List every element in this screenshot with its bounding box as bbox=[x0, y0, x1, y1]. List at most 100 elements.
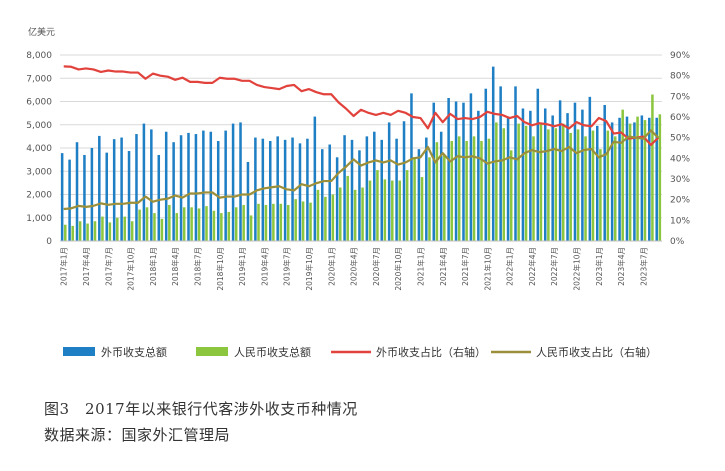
bar-rmb-total bbox=[346, 175, 349, 241]
bar-rmb-total bbox=[487, 138, 491, 241]
bar-foreign-currency-total bbox=[179, 135, 183, 241]
legend: 外币收支总额 人民币收支总额 外币收支占比（右轴） 人民币收支占比（右轴） bbox=[63, 345, 657, 359]
bar-foreign-currency-total bbox=[506, 116, 510, 241]
bar-rmb-total bbox=[651, 94, 654, 242]
bar-foreign-currency-total bbox=[484, 88, 488, 242]
left-axis-tick-label: 7,000 bbox=[26, 74, 52, 84]
bar-foreign-currency-total bbox=[432, 102, 436, 241]
figure-title: 图3 2017年以来银行代客涉外收支币种情况 bbox=[44, 400, 358, 418]
bar-foreign-currency-total bbox=[60, 153, 64, 241]
bar-foreign-currency-total bbox=[655, 117, 658, 241]
bar-rmb-total bbox=[539, 123, 543, 241]
bar-rmb-total bbox=[294, 199, 297, 241]
bar-rmb-total bbox=[138, 209, 141, 241]
bar-rmb-total bbox=[220, 213, 223, 241]
bar-foreign-currency-total bbox=[164, 131, 168, 241]
bar-rmb-total bbox=[272, 203, 275, 241]
x-axis-tick-label: 2022年10月 bbox=[572, 247, 582, 291]
bar-rmb-total bbox=[205, 206, 208, 241]
legend-item-rmb-total: 人民币收支总额 bbox=[196, 345, 311, 359]
x-axis-tick-label: 2020年10月 bbox=[393, 247, 403, 291]
bar-foreign-currency-total bbox=[387, 122, 391, 241]
right-axis-tick-label: 50% bbox=[670, 134, 690, 144]
x-axis-tick-label: 2020年1月 bbox=[326, 247, 336, 286]
x-axis-tick-label: 2021年1月 bbox=[415, 247, 425, 286]
bar-foreign-currency-total bbox=[105, 152, 109, 241]
data-source: 数据来源：国家外汇管理局 bbox=[44, 426, 231, 444]
bar-rmb-total bbox=[123, 216, 126, 241]
bar-rmb-total bbox=[435, 142, 439, 241]
bar-rmb-total bbox=[502, 128, 506, 241]
bar-foreign-currency-total bbox=[335, 157, 339, 241]
bar-foreign-currency-total bbox=[491, 66, 495, 241]
series-foreign-currency-bars bbox=[60, 66, 658, 242]
right-axis-tick-label: 20% bbox=[670, 196, 690, 206]
bar-rmb-total bbox=[78, 221, 82, 241]
bar-rmb-total bbox=[160, 218, 164, 241]
bar-foreign-currency-total bbox=[447, 98, 450, 241]
legend-label-foreign-currency-total: 外币收支总额 bbox=[101, 345, 167, 359]
bar-foreign-currency-total bbox=[558, 100, 562, 242]
left-axis-tick-label: 2,000 bbox=[26, 191, 52, 201]
bar-foreign-currency-total bbox=[633, 122, 636, 241]
right-axis-tick-label: 60% bbox=[670, 113, 690, 123]
bar-foreign-currency-total bbox=[343, 135, 346, 241]
bar-foreign-currency-total bbox=[209, 131, 213, 241]
legend-item-foreign-currency-share: 外币收支占比（右轴） bbox=[331, 345, 486, 359]
bar-foreign-currency-total bbox=[127, 151, 131, 241]
bar-foreign-currency-total bbox=[283, 139, 287, 241]
bar-foreign-currency-total bbox=[581, 109, 584, 241]
x-axis-tick-label: 2022年4月 bbox=[527, 247, 537, 286]
bar-rmb-total bbox=[517, 123, 520, 241]
bar-rmb-total bbox=[197, 208, 201, 241]
bar-foreign-currency-total bbox=[216, 141, 220, 241]
legend-swatch-foreign-currency-total bbox=[63, 347, 95, 356]
bar-foreign-currency-total bbox=[90, 148, 94, 241]
bar-rmb-total bbox=[361, 187, 364, 241]
bar-rmb-total bbox=[383, 179, 387, 241]
bar-rmb-total bbox=[450, 141, 454, 241]
bar-foreign-currency-total bbox=[350, 139, 354, 241]
right-axis-tick-label: 0% bbox=[670, 237, 685, 247]
right-axis-tick-label: 70% bbox=[670, 92, 690, 102]
bar-rmb-total bbox=[613, 136, 617, 241]
bar-foreign-currency-total bbox=[254, 137, 257, 241]
bar-foreign-currency-total bbox=[135, 134, 138, 241]
bar-rmb-total bbox=[376, 170, 379, 241]
series-lines bbox=[63, 65, 660, 211]
bar-foreign-currency-total bbox=[573, 102, 577, 241]
bar-rmb-total bbox=[405, 170, 409, 241]
bar-foreign-currency-total bbox=[246, 161, 250, 241]
legend-label-rmb-share: 人民币收支占比（右轴） bbox=[536, 345, 657, 359]
bar-foreign-currency-total bbox=[142, 123, 146, 241]
bar-rmb-total bbox=[93, 221, 97, 241]
bar-rmb-total bbox=[108, 222, 112, 241]
bar-foreign-currency-total bbox=[410, 93, 413, 241]
bar-foreign-currency-total bbox=[610, 122, 614, 241]
right-axis-tick-label: 80% bbox=[670, 72, 690, 82]
bar-rmb-total bbox=[398, 180, 401, 241]
bar-rmb-total bbox=[116, 217, 119, 241]
bar-rmb-total bbox=[309, 202, 312, 241]
bar-foreign-currency-total bbox=[172, 142, 175, 241]
bar-rmb-total bbox=[227, 211, 231, 241]
left-axis-tick-label: 4,000 bbox=[26, 144, 52, 154]
bar-foreign-currency-total bbox=[321, 149, 324, 241]
x-axis-tick-label: 2019年7月 bbox=[282, 247, 292, 286]
x-axis-tick-label: 2019年4月 bbox=[259, 247, 269, 286]
bar-foreign-currency-total bbox=[499, 86, 502, 241]
bar-foreign-currency-total bbox=[402, 121, 406, 241]
bar-foreign-currency-total bbox=[276, 136, 279, 241]
bar-foreign-currency-total bbox=[566, 113, 569, 241]
bar-rmb-total bbox=[316, 189, 320, 241]
bar-rmb-total bbox=[301, 201, 305, 241]
x-axis-tick-label: 2017年7月 bbox=[103, 247, 113, 286]
bar-rmb-total bbox=[621, 109, 624, 241]
legend-swatch-rmb-total bbox=[196, 347, 228, 356]
bar-foreign-currency-total bbox=[640, 115, 644, 241]
bar-rmb-total bbox=[591, 130, 595, 241]
bar-foreign-currency-total bbox=[112, 139, 116, 241]
bar-foreign-currency-total bbox=[454, 101, 458, 241]
bar-foreign-currency-total bbox=[187, 132, 190, 241]
bar-rmb-total bbox=[242, 204, 245, 241]
